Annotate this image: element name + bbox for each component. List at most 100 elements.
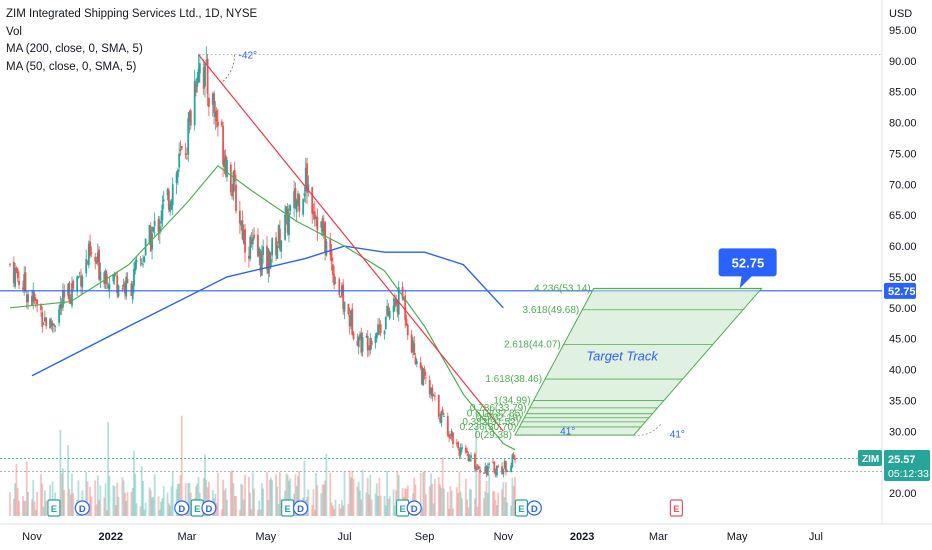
volume-bar [313,509,316,516]
volume-bar [350,477,352,516]
angle-arc-bottom [633,422,663,436]
candle-body [240,221,243,226]
price-tick-label: 60.00 [889,241,917,253]
volume-bar [419,472,422,516]
candle [130,280,133,297]
candle-body [458,449,461,456]
candle [126,272,129,284]
candle-body [178,153,181,168]
volume-bar [360,499,363,516]
volume-bar [330,502,333,516]
candle-body [186,157,188,159]
candle-body [262,246,265,255]
candle-body [331,264,334,275]
candle [386,299,389,318]
volume-bar [375,483,378,516]
volume-bar [266,471,268,516]
candle [169,199,172,216]
candle-body [423,368,426,376]
candle [374,333,377,349]
volume-bar [149,490,152,516]
candle-body [359,333,361,339]
candle-body [22,287,24,290]
candle-body [446,416,449,436]
legend-vol[interactable]: Vol [6,25,22,38]
volume-bar [276,486,279,516]
candle-body [126,278,129,283]
candle [413,336,416,356]
candle [204,61,206,98]
candle-body [187,118,190,155]
candle [76,275,79,297]
candle-body [412,340,414,353]
volume-bar [36,491,39,516]
candle [233,161,236,192]
candle-body [113,274,116,277]
candle-body [188,111,191,123]
candle [437,394,440,420]
volume-bar [289,478,292,516]
volume-bar [125,501,128,516]
candle-body [475,467,478,471]
volume-bar [122,480,125,516]
candle [98,246,101,282]
candle [108,276,111,299]
candle [59,296,62,316]
candle [105,269,108,290]
candle-body [125,276,128,297]
candle [406,323,409,341]
volume-bar [321,484,324,516]
volume-bar [167,503,170,516]
candle [457,441,460,451]
candle-body [405,319,408,326]
volume-bar [63,489,66,516]
candle [202,59,205,95]
volume-bar [143,509,146,516]
legend-ma50[interactable]: MA (50, close, 0, SMA, 5) [6,60,137,73]
candle-body [31,296,33,306]
candle [166,187,169,201]
candle-body [53,323,55,326]
volume-bar [325,453,328,516]
candle [135,256,138,270]
volume-bar [235,495,237,516]
volume-bar [260,483,263,516]
candle [271,237,274,263]
volume-bar [116,482,119,516]
candle [503,458,506,470]
candle [268,250,271,277]
candle-body [494,471,497,475]
time-axis[interactable]: Nov 2022 Mar May Jul Sep Nov 2023 Mar May Jul [22,531,823,543]
candle-body [72,280,75,289]
event-marker-letter: E [673,504,679,515]
candle [331,257,334,283]
candle-body [95,260,98,264]
volume-bar [315,472,317,516]
candle [455,438,458,447]
candle-body [366,336,369,351]
svg-text:52.75: 52.75 [732,255,765,270]
price-axis[interactable]: 95.00 90.00 85.00 80.00 75.00 70.00 65.00 60.00… [889,25,917,500]
volume-bar [298,471,301,516]
candle-body [503,461,506,469]
candle-body [24,272,27,292]
fib-extension-target-track[interactable]: 4.236(53.14) 3.618(49.68) 2.618(44.07) 1.61… [460,283,763,441]
downtrend-line[interactable] [198,54,504,432]
fib-level-label: 1.618(38.46) [485,374,542,385]
candle [421,364,423,386]
candle-body [250,239,253,245]
volume-bar [9,492,11,516]
candle [96,243,99,266]
legend-title[interactable]: ZIM Integrated Shipping Services Ltd., 1… [6,8,258,20]
candle [422,367,425,386]
candle-body [116,275,119,294]
candle-body [68,282,71,303]
candle-body [76,276,79,292]
callout-52-75[interactable]: 52.75 [718,248,777,289]
candle [71,276,73,309]
legend-ma200[interactable]: MA (200, close, 0, SMA, 5) [6,43,143,55]
candle-body [477,466,480,469]
candle-body [99,271,102,281]
volume-bar [379,495,382,516]
